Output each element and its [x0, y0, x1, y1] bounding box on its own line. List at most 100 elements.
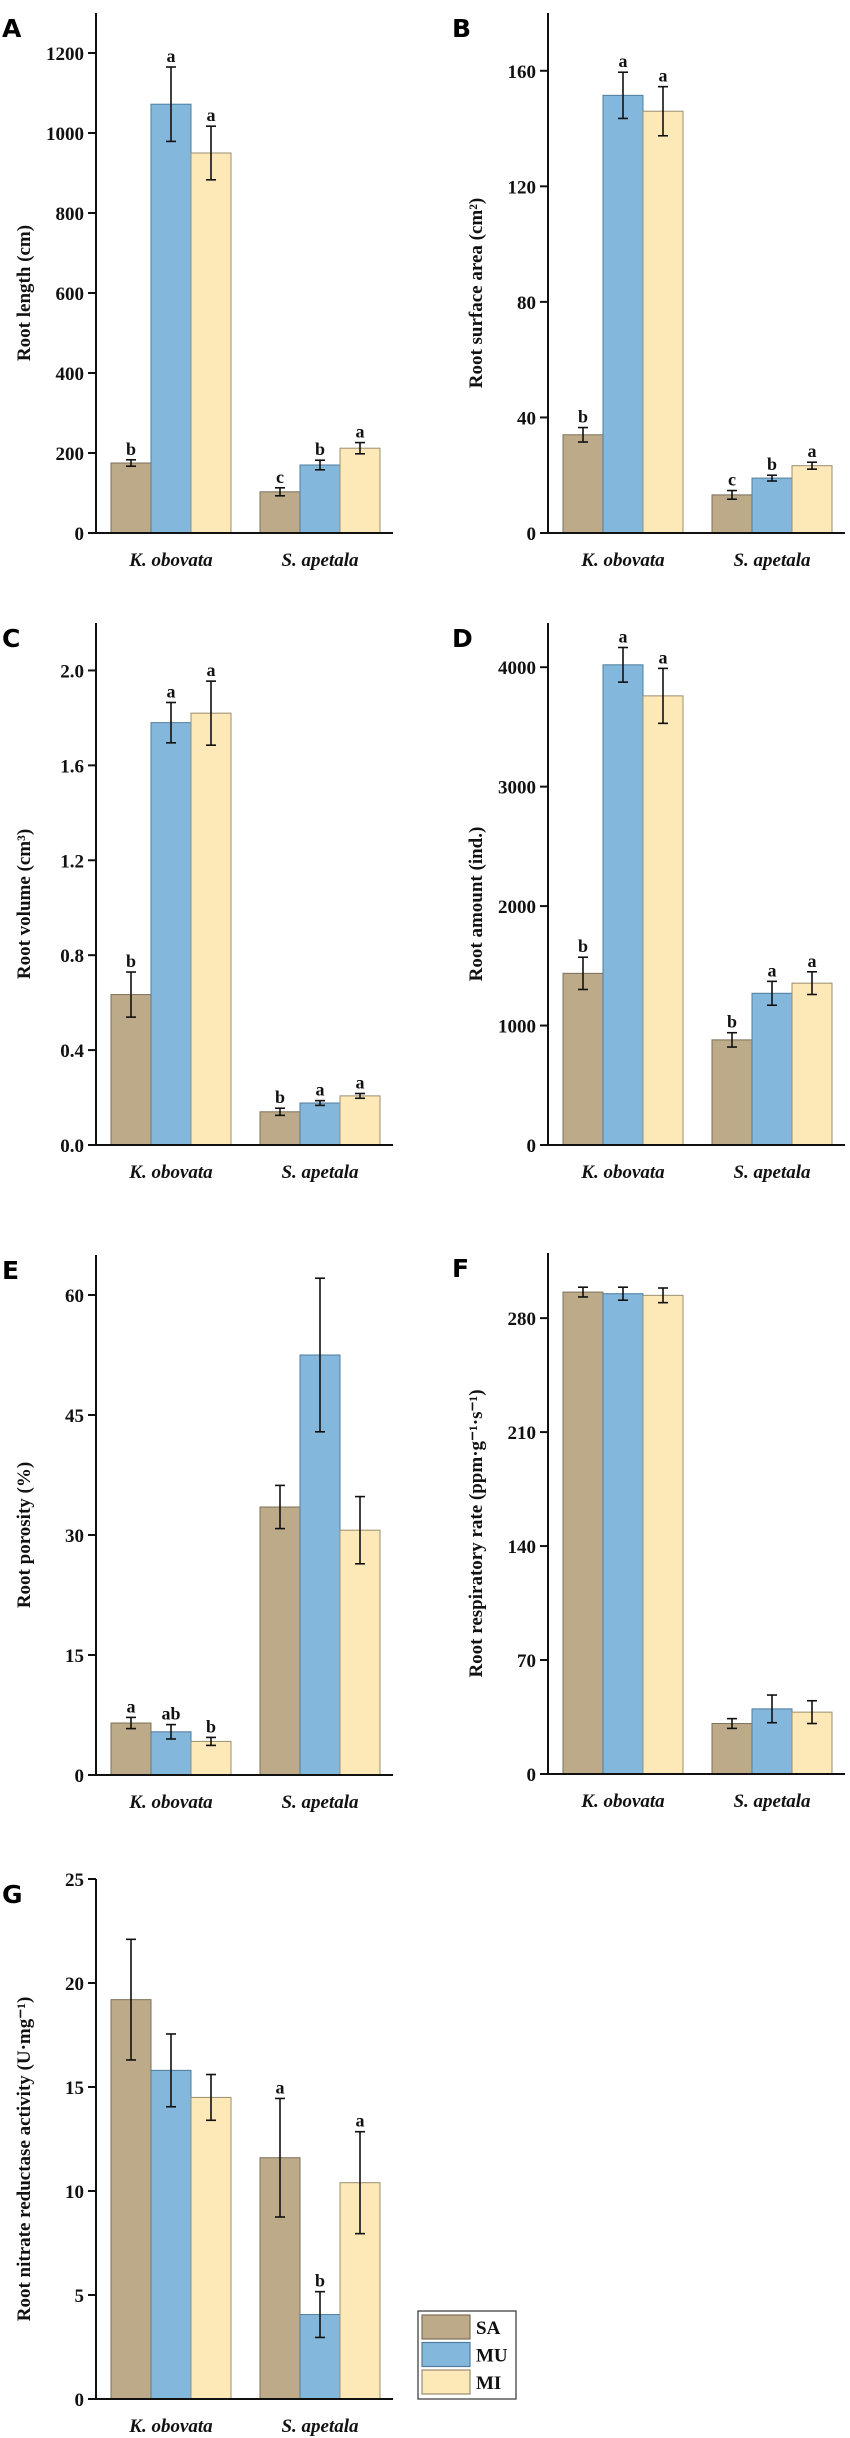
- y-tick-label: 160: [508, 62, 537, 83]
- significance-letter: b: [126, 439, 136, 459]
- error-bar: [658, 667, 668, 725]
- significance-letter: c: [276, 467, 284, 487]
- significance-letter: a: [207, 660, 216, 680]
- significance-letter: b: [315, 2271, 325, 2291]
- legend-swatch-sa: [421, 2314, 471, 2340]
- error-bar: [767, 1694, 777, 1724]
- bar-mu: [751, 477, 793, 534]
- significance-letter: a: [619, 51, 628, 71]
- error-bar: [275, 2097, 285, 2218]
- significance-letter: a: [659, 647, 668, 667]
- bar-sa: [711, 494, 753, 534]
- bar-mi: [190, 712, 232, 1146]
- x-category-label: K. obovata: [128, 550, 213, 571]
- bar-mu: [150, 2069, 192, 2400]
- bar-mu: [299, 1102, 341, 1146]
- x-category-label: K. obovata: [128, 2416, 213, 2437]
- bar-mu: [751, 992, 793, 1146]
- panel-letter: F: [452, 1254, 469, 1283]
- y-axis-title: Root respiratory rate (ppm·g⁻¹·s⁻¹): [466, 1389, 487, 1677]
- bar-mu: [150, 103, 192, 534]
- significance-letter: a: [316, 1080, 325, 1100]
- y-tick-label: 200: [56, 444, 85, 465]
- y-tick-label: 1200: [46, 44, 84, 65]
- y-tick-label: 25: [65, 1870, 84, 1891]
- significance-letter: a: [619, 626, 628, 646]
- bar-mi: [190, 2096, 232, 2400]
- y-axis-title: Root nitrate reductase activity (U·mg⁻¹): [14, 1997, 35, 2322]
- y-tick-label: 800: [56, 204, 85, 225]
- y-tick-label: 0.8: [60, 946, 84, 967]
- y-tick-label: 0: [75, 524, 85, 545]
- error-bar: [618, 646, 628, 683]
- bar-mu: [602, 94, 644, 534]
- error-bar: [807, 970, 817, 996]
- significance-letter: b: [275, 1087, 285, 1107]
- y-tick-label: 1.2: [60, 851, 84, 872]
- error-bar: [206, 1736, 216, 1747]
- bar-mu: [150, 722, 192, 1146]
- y-tick-label: 0.0: [60, 1136, 84, 1157]
- error-bar: [727, 1717, 737, 1730]
- y-tick-label: 140: [508, 1537, 537, 1558]
- error-bar: [355, 1092, 365, 1100]
- y-tick-label: 45: [65, 1406, 84, 1427]
- error-bar: [618, 1286, 628, 1302]
- significance-letter: ab: [161, 1704, 180, 1724]
- y-tick-label: 70: [517, 1651, 536, 1672]
- error-bar: [315, 2290, 325, 2339]
- y-tick-label: 4000: [498, 658, 536, 679]
- bar-mi: [642, 110, 684, 534]
- legend-swatch-mi: [421, 2369, 471, 2395]
- y-axis-title: Root amount (ind.): [466, 827, 487, 982]
- y-tick-label: 20: [65, 1974, 84, 1995]
- legend-label: MI: [476, 2373, 501, 2394]
- significance-letter: a: [276, 2077, 285, 2097]
- error-bar: [166, 66, 176, 143]
- error-bar: [126, 1716, 136, 1730]
- bar-mi: [791, 465, 833, 534]
- significance-letter: b: [126, 951, 136, 971]
- legend: SA MU MI: [417, 2310, 517, 2400]
- significance-letter: a: [659, 66, 668, 86]
- significance-letter: b: [767, 454, 777, 474]
- y-tick-label: 0: [527, 524, 537, 545]
- bar-sa: [259, 1111, 301, 1146]
- significance-letter: a: [356, 422, 365, 442]
- bar-sa: [259, 491, 301, 534]
- significance-letter: a: [808, 441, 817, 461]
- error-bar: [166, 701, 176, 744]
- y-tick-label: 80: [517, 293, 536, 314]
- y-tick-label: 2000: [498, 897, 536, 918]
- bar-mi: [339, 1095, 381, 1146]
- panel-b: Bb c a b a a 0 40 80 120 160 K. obovata S. apetala Ro…: [452, 13, 845, 571]
- y-tick-label: 30: [65, 1526, 84, 1547]
- legend-label: MU: [476, 2346, 508, 2367]
- x-category-label: K. obovata: [128, 1792, 213, 1813]
- bar-mi: [339, 1529, 381, 1776]
- significance-letter: c: [728, 470, 736, 490]
- error-bar: [166, 2033, 176, 2108]
- significance-letter: a: [768, 960, 777, 980]
- error-bar: [126, 458, 136, 468]
- y-tick-label: 5: [75, 2286, 85, 2307]
- panel-c: Cb b a a a a 0.0 0.4 0.8 1.2 1.6 2.0 K. obovata S. ap…: [2, 623, 393, 1183]
- error-bar: [727, 489, 737, 501]
- error-bar: [166, 1723, 176, 1740]
- panel-g: Ga b a 0 5 10 15 20 25 K. obovata S. apetala Root n…: [2, 1870, 393, 2437]
- error-bar: [767, 980, 777, 1007]
- y-tick-label: 15: [65, 1646, 84, 1667]
- error-bar: [578, 1286, 588, 1298]
- significance-letter: a: [356, 2111, 365, 2131]
- y-tick-label: 120: [508, 177, 537, 198]
- error-bar: [355, 441, 365, 455]
- error-bar: [807, 461, 817, 470]
- x-category-label: S. apetala: [733, 1791, 811, 1812]
- significance-letter: a: [356, 1073, 365, 1093]
- error-bar: [315, 1099, 325, 1107]
- panel-a: Ab c a b a a 0 200 400 600 800 1000 1200 K. obovata S.…: [2, 13, 393, 571]
- error-bar: [206, 680, 216, 746]
- y-tick-label: 600: [56, 284, 85, 305]
- panel-d: Db b a a a a 0 1000 2000 3000 4000 K. obovata S. ape…: [452, 623, 845, 1183]
